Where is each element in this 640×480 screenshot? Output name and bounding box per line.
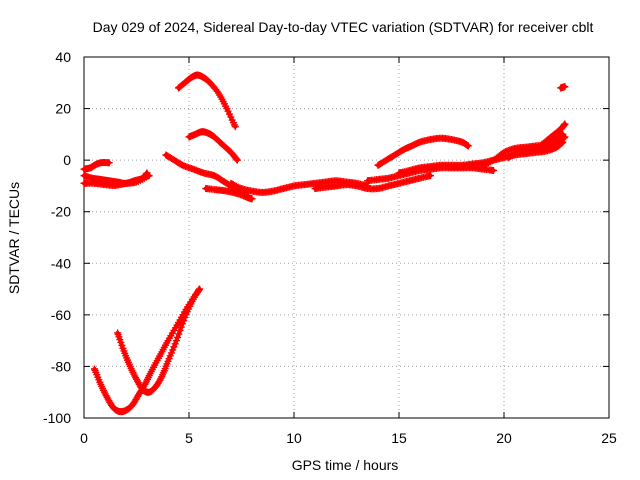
data-point xyxy=(172,337,180,345)
data-point xyxy=(178,320,186,328)
x-tick-label: 0 xyxy=(80,430,88,446)
data-point xyxy=(105,159,113,167)
data-point xyxy=(196,285,203,293)
data-point xyxy=(248,195,256,203)
data-point xyxy=(170,343,178,351)
series-arc-11 xyxy=(374,134,472,169)
x-axis-title: GPS time / hours xyxy=(292,457,399,473)
y-tick-label: -80 xyxy=(51,358,71,374)
data-point xyxy=(171,340,179,348)
series-arc-5 xyxy=(185,128,241,164)
series-arc-15 xyxy=(538,120,569,149)
series-arc-2 xyxy=(80,159,113,173)
y-tick-label: 0 xyxy=(63,152,71,168)
series-arc-4 xyxy=(175,71,239,131)
y-tick-label: 20 xyxy=(55,101,71,117)
y-tick-label: 40 xyxy=(55,49,71,65)
data-point xyxy=(231,123,239,131)
x-tick-label: 5 xyxy=(185,430,193,446)
y-tick-label: -60 xyxy=(51,307,71,323)
data-point xyxy=(233,156,241,164)
x-tick-label: 20 xyxy=(496,430,512,446)
data-point xyxy=(561,83,569,91)
data-point xyxy=(145,172,153,180)
series-arc-7 xyxy=(202,185,256,203)
data-layer xyxy=(80,71,569,416)
data-point xyxy=(561,120,569,128)
x-tick-label: 10 xyxy=(286,430,302,446)
series-arc-14 xyxy=(504,133,569,162)
plot-frame xyxy=(83,56,610,419)
y-tick-label: -100 xyxy=(43,410,71,426)
data-point xyxy=(464,142,472,150)
data-point xyxy=(169,346,177,354)
data-point xyxy=(180,317,188,325)
data-point xyxy=(177,323,185,331)
y-tick-label: -40 xyxy=(51,255,71,271)
y-axis-title: SDTVAR / TECUs xyxy=(6,182,22,294)
data-point xyxy=(561,133,569,141)
y-tick-label: -20 xyxy=(51,204,71,220)
x-tick-label: 25 xyxy=(601,430,617,446)
series-arc-18 xyxy=(114,285,203,396)
series-arc-16 xyxy=(557,83,569,92)
series-arc-9 xyxy=(311,172,434,193)
data-point xyxy=(176,327,184,335)
series-arc-3 xyxy=(80,172,153,189)
x-tick-label: 15 xyxy=(391,430,407,446)
data-point xyxy=(427,172,434,180)
data-point xyxy=(490,166,497,174)
data-point xyxy=(174,333,182,341)
grid-lines xyxy=(84,57,609,418)
data-point xyxy=(175,330,183,338)
chart-title: Day 029 of 2024, Sidereal Day-to-day VTE… xyxy=(93,19,594,35)
axis-ticks: 0 5 10 15 20 25 -100 -80 -60 -40 -20 0 20 40 xyxy=(43,49,617,446)
